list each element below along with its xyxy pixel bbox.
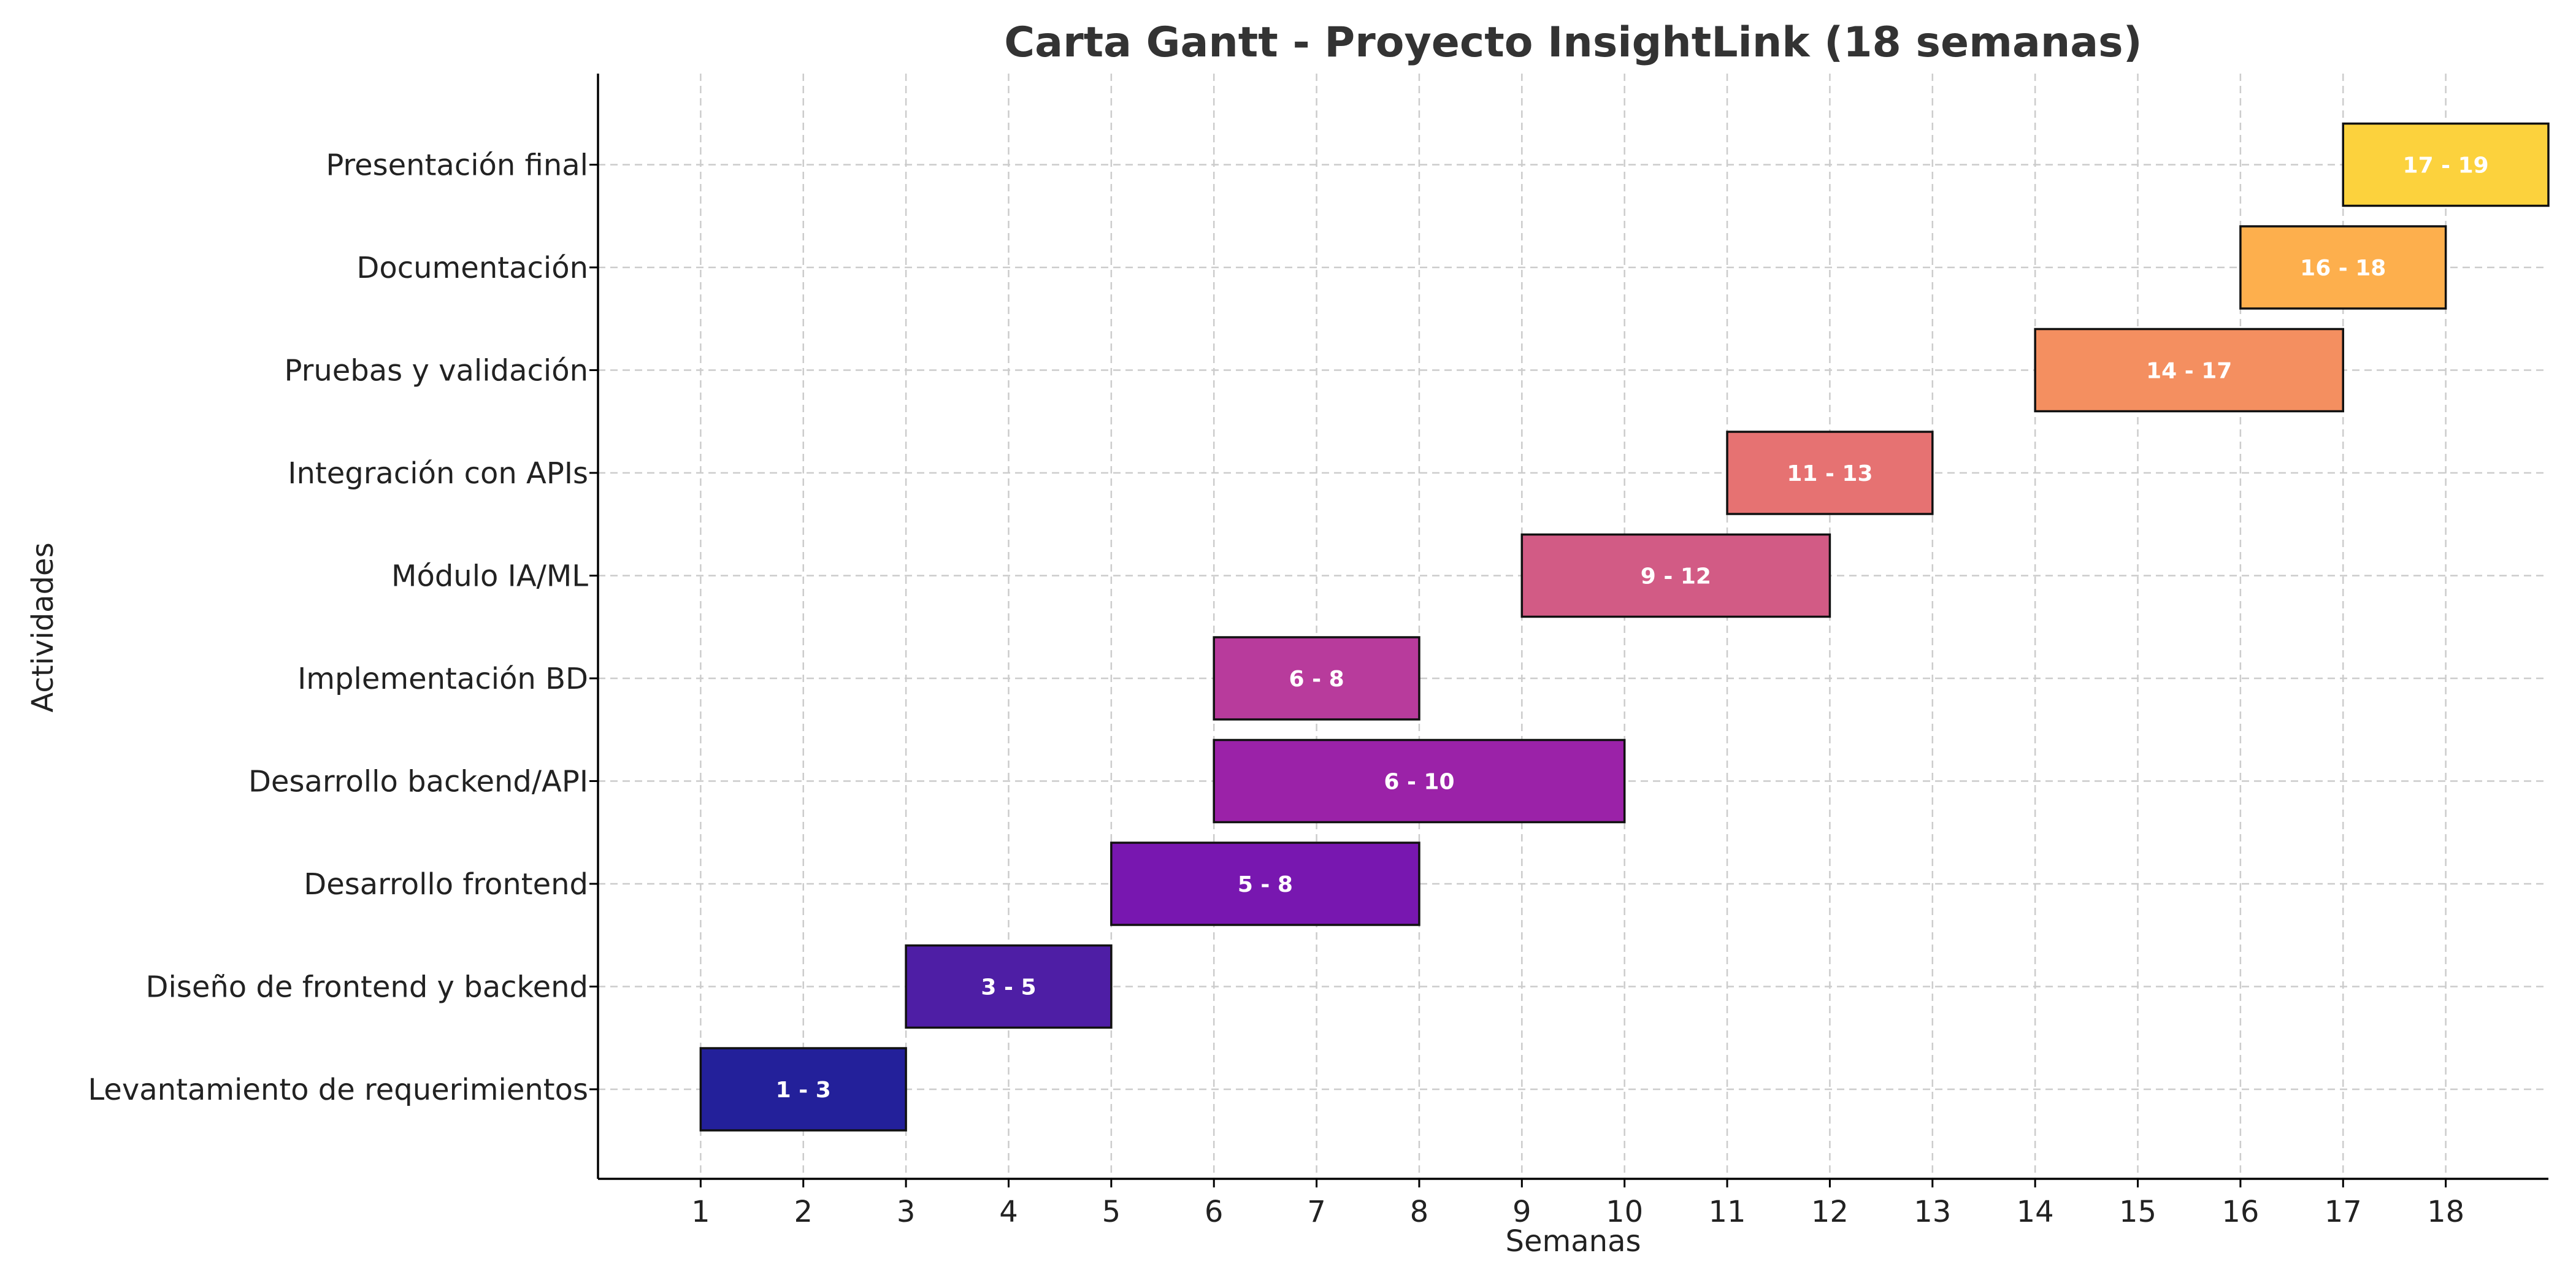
y-axis-label: Actividades bbox=[26, 542, 60, 712]
gantt-bar bbox=[2034, 328, 2345, 413]
x-tick-label: 8 bbox=[1410, 1195, 1429, 1229]
bar-label: 11 - 13 bbox=[1787, 461, 1873, 486]
x-tick-label: 1 bbox=[691, 1195, 710, 1229]
x-tick-label: 18 bbox=[2427, 1195, 2464, 1229]
y-tick-label: Levantamiento de requerimientos bbox=[88, 1073, 588, 1107]
y-ticks: Levantamiento de requerimientos Diseño de… bbox=[88, 148, 598, 1107]
x-tick-label: 5 bbox=[1102, 1195, 1121, 1229]
x-tick-label: 11 bbox=[1709, 1195, 1746, 1229]
gantt-bar bbox=[905, 944, 1113, 1029]
bar-label: 3 - 5 bbox=[981, 975, 1036, 1000]
x-tick-label: 13 bbox=[1914, 1195, 1951, 1229]
y-tick-label: Pruebas y validación bbox=[285, 354, 589, 388]
x-tick-label: 12 bbox=[1811, 1195, 1849, 1229]
bar-label: 17 - 19 bbox=[2403, 153, 2489, 178]
chart-title: Carta Gantt - Proyecto InsightLink (18 s… bbox=[1004, 18, 2142, 67]
bars: 1 - 3 3 - 5 5 - 8 6 - 10 6 - 8 9 - 12 11 - 13 1… bbox=[699, 122, 2550, 1132]
x-tick-label: 9 bbox=[1512, 1195, 1531, 1229]
bar-label: 14 - 17 bbox=[2146, 359, 2232, 384]
gantt-bar bbox=[1213, 738, 1626, 824]
x-tick-label: 14 bbox=[2017, 1195, 2054, 1229]
x-tick-label: 17 bbox=[2325, 1195, 2362, 1229]
x-ticks: 1 2 3 4 5 6 7 8 9 10 11 12 13 14 15 16 17 18 bbox=[691, 1179, 2464, 1229]
x-tick-label: 4 bbox=[999, 1195, 1018, 1229]
gantt-bar bbox=[2342, 122, 2550, 207]
grid bbox=[598, 74, 2548, 1179]
x-tick-label: 16 bbox=[2221, 1195, 2259, 1229]
y-tick-label: Módulo IA/ML bbox=[391, 559, 588, 594]
y-tick-label: Presentación final bbox=[326, 148, 588, 183]
x-axis-label: Semanas bbox=[1505, 1224, 1641, 1259]
y-tick-label: Desarrollo backend/API bbox=[248, 765, 588, 799]
gantt-bar bbox=[699, 1047, 907, 1132]
bar-label: 9 - 12 bbox=[1641, 564, 1711, 589]
y-tick-label: Desarrollo frontend bbox=[304, 867, 588, 902]
y-tick-label: Documentación bbox=[356, 251, 588, 285]
x-tick-label: 2 bbox=[794, 1195, 813, 1229]
y-tick-label: Integración con APIs bbox=[288, 456, 588, 491]
y-tick-label: Diseño de frontend y backend bbox=[146, 970, 588, 1005]
gantt-bar bbox=[2239, 225, 2447, 310]
gantt-bar bbox=[1520, 533, 1831, 618]
gantt-bar bbox=[1726, 431, 1934, 515]
x-tick-label: 3 bbox=[897, 1195, 916, 1229]
gantt-bar bbox=[1213, 636, 1420, 721]
x-tick-label: 10 bbox=[1606, 1195, 1643, 1229]
bar-label: 16 - 18 bbox=[2300, 256, 2386, 281]
bar-label: 5 - 8 bbox=[1238, 872, 1293, 897]
axes bbox=[597, 74, 2548, 1180]
x-tick-label: 6 bbox=[1205, 1195, 1224, 1229]
bar-label: 6 - 8 bbox=[1289, 667, 1344, 692]
gantt-bar bbox=[1110, 841, 1420, 926]
x-tick-label: 7 bbox=[1307, 1195, 1326, 1229]
y-tick-label: Implementación BD bbox=[297, 662, 588, 696]
bar-label: 6 - 10 bbox=[1384, 770, 1454, 795]
x-tick-label: 15 bbox=[2119, 1195, 2156, 1229]
bar-label: 1 - 3 bbox=[776, 1078, 831, 1103]
